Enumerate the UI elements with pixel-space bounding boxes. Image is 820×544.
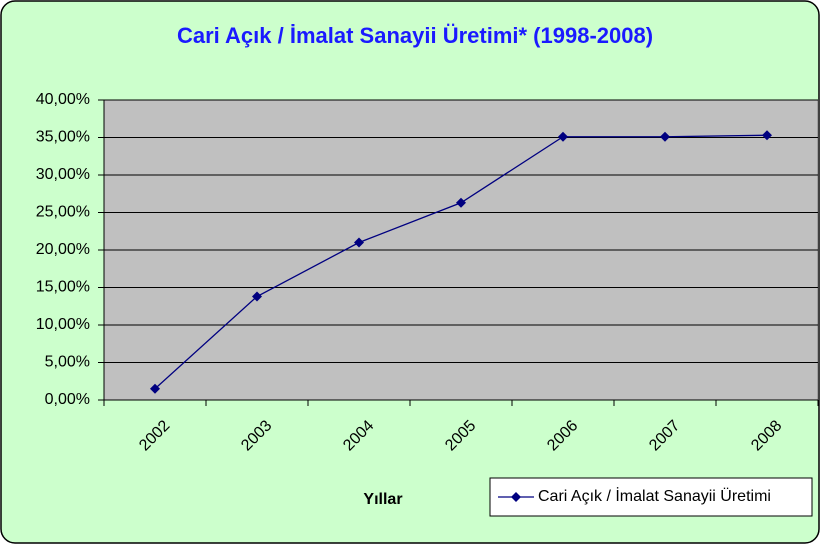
y-tick-label: 35,00% bbox=[36, 129, 90, 146]
legend-label: Cari Açık / İmalat Sanayii Üretimi bbox=[538, 486, 771, 505]
y-tick-label: 30,00% bbox=[36, 166, 90, 183]
y-tick-label: 40,00% bbox=[36, 91, 90, 108]
chart-title: Cari Açık / İmalat Sanayii Üretimi* (199… bbox=[177, 23, 653, 48]
marker bbox=[660, 131, 670, 142]
y-tick-label: 15,00% bbox=[36, 279, 90, 296]
marker bbox=[558, 131, 568, 142]
x-axis-label: Yıllar bbox=[363, 491, 402, 508]
legend-box bbox=[489, 477, 813, 517]
marker bbox=[150, 383, 160, 394]
marker bbox=[252, 291, 262, 302]
y-tick-label: 10,00% bbox=[36, 316, 90, 333]
marker bbox=[762, 130, 772, 141]
y-tick-label: 20,00% bbox=[36, 241, 90, 258]
y-tick-label: 5,00% bbox=[45, 354, 90, 371]
y-tick-label: 25,00% bbox=[36, 204, 90, 221]
legend-marker bbox=[511, 492, 521, 502]
y-tick-label: 0,00% bbox=[45, 391, 90, 408]
marker bbox=[354, 237, 364, 248]
marker bbox=[456, 197, 466, 208]
